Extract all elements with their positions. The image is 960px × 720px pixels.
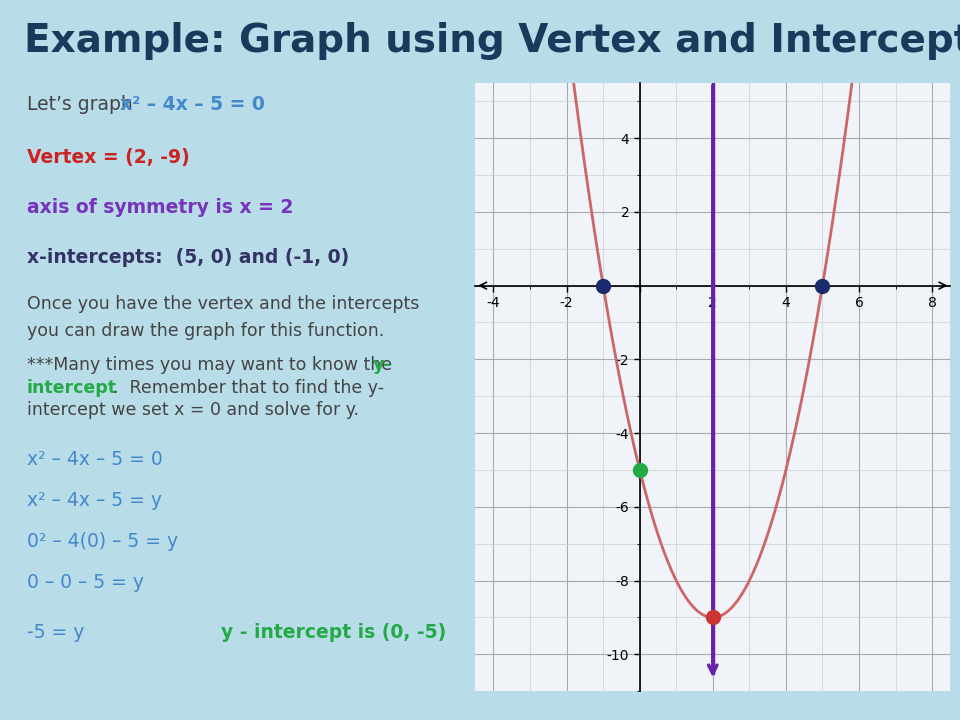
Text: x² – 4x – 5 = 0: x² – 4x – 5 = 0 [120, 95, 265, 114]
Text: y-: y- [372, 356, 392, 374]
Text: y - intercept is (0, -5): y - intercept is (0, -5) [221, 623, 446, 642]
Text: axis of symmetry is x = 2: axis of symmetry is x = 2 [27, 198, 293, 217]
Text: 0² – 4(0) – 5 = y: 0² – 4(0) – 5 = y [27, 532, 178, 551]
Text: x² – 4x – 5 = y: x² – 4x – 5 = y [27, 491, 162, 510]
Text: .  Remember that to find the y-: . Remember that to find the y- [113, 379, 384, 397]
Text: x² – 4x – 5 = 0: x² – 4x – 5 = 0 [27, 450, 162, 469]
Text: ***Many times you may want to know the: ***Many times you may want to know the [27, 356, 397, 374]
Text: Once you have the vertex and the intercepts
you can draw the graph for this func: Once you have the vertex and the interce… [27, 295, 420, 340]
Text: x-intercepts:  (5, 0) and (-1, 0): x-intercepts: (5, 0) and (-1, 0) [27, 248, 349, 267]
Text: Example: Graph using Vertex and Intercepts: Example: Graph using Vertex and Intercep… [24, 22, 960, 60]
Text: intercept: intercept [27, 379, 117, 397]
Text: intercept we set x = 0 and solve for y.: intercept we set x = 0 and solve for y. [27, 401, 359, 419]
Text: Vertex = (2, -9): Vertex = (2, -9) [27, 148, 190, 166]
Text: -5 = y: -5 = y [27, 623, 84, 642]
Text: 0 – 0 – 5 = y: 0 – 0 – 5 = y [27, 573, 144, 592]
Text: Let’s graph: Let’s graph [27, 95, 138, 114]
